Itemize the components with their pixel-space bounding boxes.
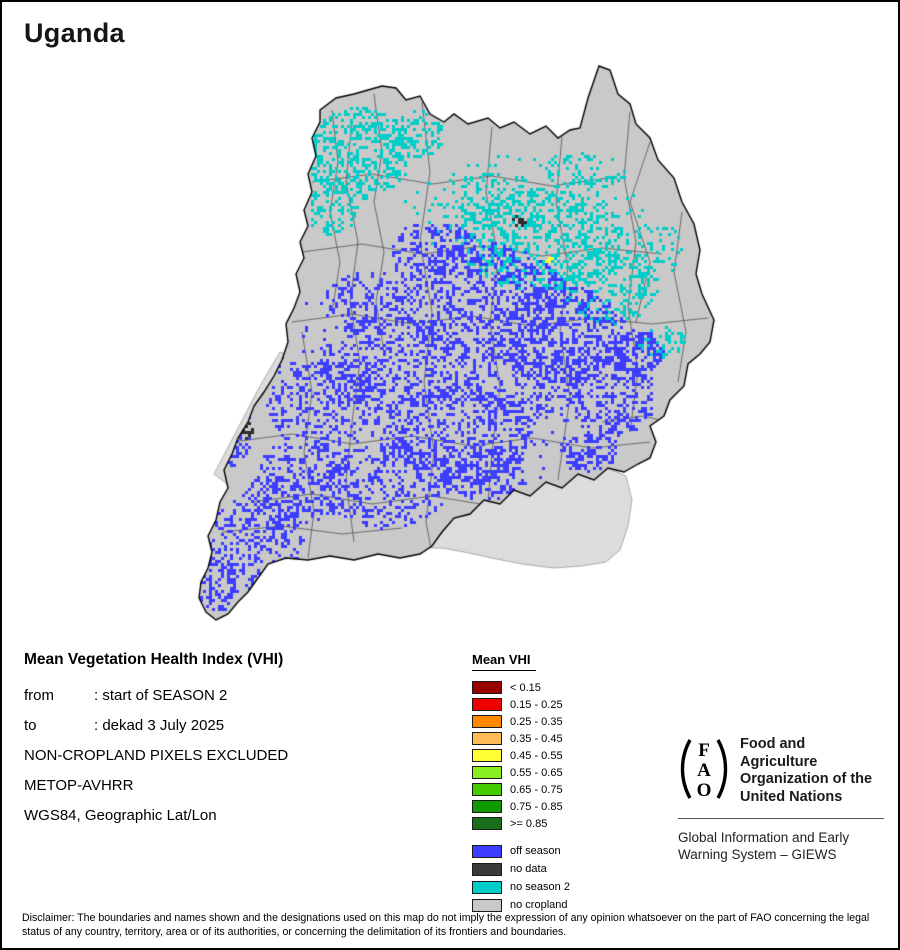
disclaimer-text: Disclaimer: The boundaries and names sho… — [22, 912, 870, 938]
info-from-row: from : start of SEASON 2 — [24, 687, 288, 704]
legend-swatch — [472, 766, 502, 779]
giews-line: Warning System – GIEWS — [678, 847, 837, 862]
vhi-class-row: < 0.15 — [472, 679, 570, 696]
legend-swatch — [472, 749, 502, 762]
vhi-class-row: 0.25 - 0.35 — [472, 713, 570, 730]
category-row: no cropland — [472, 896, 570, 914]
fao-org-line: United Nations — [740, 788, 843, 805]
vhi-class-row: 0.45 - 0.55 — [472, 747, 570, 764]
legend-label: 0.65 - 0.75 — [510, 783, 563, 796]
legend-swatch — [472, 880, 502, 894]
map-info-block: Mean Vegetation Health Index (VHI) from … — [24, 651, 288, 837]
legend-swatch — [472, 862, 502, 876]
page-title: Uganda — [24, 18, 125, 48]
info-to-value: : dekad 3 July 2025 — [94, 717, 225, 734]
vhi-class-row: 0.15 - 0.25 — [472, 696, 570, 713]
giews-name: Global Information and Early Warning Sys… — [678, 829, 884, 863]
legend-label: 0.15 - 0.25 — [510, 698, 563, 711]
legend-label: 0.55 - 0.65 — [510, 766, 563, 779]
legend-swatch — [472, 898, 502, 912]
svg-text:O: O — [697, 780, 712, 800]
legend-label: 0.35 - 0.45 — [510, 732, 563, 745]
category-row: no season 2 — [472, 878, 570, 896]
legend-label: no cropland — [510, 899, 568, 911]
fao-org-line: Organization of the — [740, 771, 873, 787]
legend-label: 0.25 - 0.35 — [510, 715, 563, 728]
legend-title: Mean VHI — [472, 652, 536, 671]
vhi-class-row: 0.35 - 0.45 — [472, 730, 570, 747]
legend-label: < 0.15 — [510, 681, 541, 694]
category-row: off season — [472, 842, 570, 860]
legend-swatch — [472, 800, 502, 813]
legend-swatch — [472, 844, 502, 858]
fao-logo-icon: F A O — [680, 739, 728, 800]
legend-swatch — [472, 732, 502, 745]
vhi-class-row: 0.65 - 0.75 — [472, 781, 570, 798]
legend-swatch — [472, 698, 502, 711]
legend-label: 0.45 - 0.55 — [510, 749, 563, 762]
info-projection-line: WGS84, Geographic Lat/Lon — [24, 807, 217, 824]
fao-divider — [678, 818, 884, 819]
fao-org-name: Food and Agriculture Organization of the… — [740, 734, 884, 806]
legend-gap — [472, 832, 570, 842]
legend-swatch — [472, 783, 502, 796]
info-noncropland-line: NON-CROPLAND PIXELS EXCLUDED — [24, 747, 289, 764]
info-heading: Mean Vegetation Health Index (VHI) — [24, 651, 284, 668]
svg-text:F: F — [698, 740, 710, 761]
info-from-label: from — [24, 687, 54, 704]
legend-swatch — [472, 715, 502, 728]
legend-label: 0.75 - 0.85 — [510, 800, 563, 813]
vhi-class-row: 0.55 - 0.65 — [472, 764, 570, 781]
giews-line: Global Information and Early — [678, 830, 850, 845]
legend-label: no season 2 — [510, 881, 570, 893]
vhi-class-row: 0.75 - 0.85 — [472, 798, 570, 815]
info-sensor-line: METOP-AVHRR — [24, 777, 134, 794]
legend-label: off season — [510, 845, 561, 857]
fao-block: F A O Food and Agriculture Organization … — [678, 734, 884, 863]
fao-org-line: Food and Agriculture — [740, 736, 818, 770]
legend-label: no data — [510, 863, 547, 875]
legend-label: >= 0.85 — [510, 817, 548, 830]
info-to-row: to : dekad 3 July 2025 — [24, 717, 288, 734]
category-row: no data — [472, 860, 570, 878]
vhi-legend: Mean VHI < 0.15 0.15 - 0.25 0.25 - 0.35 … — [472, 651, 570, 914]
legend-swatch — [472, 681, 502, 694]
legend-swatch — [472, 817, 502, 830]
info-to-label: to — [24, 717, 37, 734]
vhi-class-row: >= 0.85 — [472, 815, 570, 832]
info-from-value: : start of SEASON 2 — [94, 687, 228, 704]
svg-text:A: A — [697, 760, 711, 781]
